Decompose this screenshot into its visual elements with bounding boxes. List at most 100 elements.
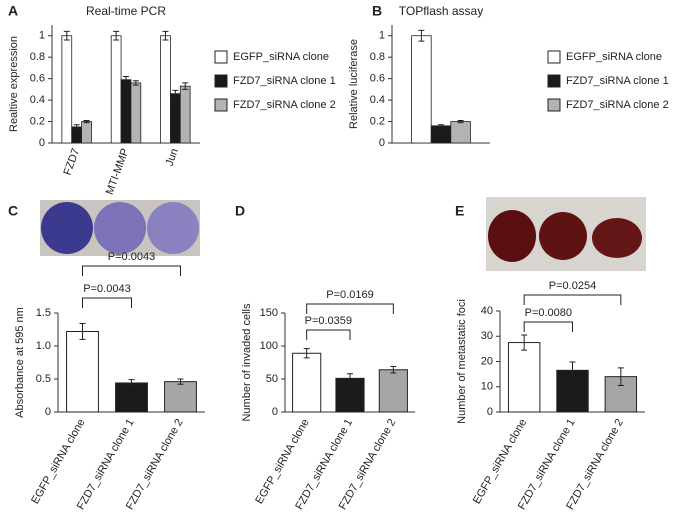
bar <box>179 85 191 144</box>
error-bar <box>182 82 189 90</box>
y-axis-label: Number of invaded cells <box>241 303 253 422</box>
x-tick-label: FZD7_siRNA clone 1 <box>75 417 137 512</box>
significance-bracket <box>523 294 622 305</box>
significance-bracket <box>523 321 573 332</box>
x-tick-label: MTI-MMP <box>104 147 132 196</box>
error-bar <box>438 124 444 128</box>
y-tick-label: 0 <box>379 137 385 149</box>
panel-label: A <box>8 3 18 19</box>
y-axis-label: Absorbance at 595 nm <box>14 307 26 418</box>
error-bar <box>83 119 90 124</box>
y-tick-label: 0.8 <box>30 51 45 63</box>
legend-label: FZD7_siRNA clone 1 <box>566 75 669 87</box>
y-tick-label: 1.0 <box>36 340 51 352</box>
y-tick-label: 40 <box>481 305 493 317</box>
y-tick-label: 0.4 <box>30 94 45 106</box>
y-tick-label: 0 <box>45 406 51 418</box>
y-tick-label: 30 <box>481 330 493 342</box>
x-tick-label: FZD7 <box>62 147 83 177</box>
legend-swatch <box>547 74 561 88</box>
bar <box>292 352 322 413</box>
error-bar <box>172 89 179 98</box>
y-tick-label: 1 <box>39 30 45 42</box>
error-bar <box>113 30 120 41</box>
error-bar <box>162 30 169 41</box>
bar <box>169 93 181 144</box>
y-tick-label: 50 <box>266 373 278 385</box>
legend-swatch <box>214 50 228 64</box>
error-bar <box>617 367 624 386</box>
y-tick-label: 0.2 <box>30 115 45 127</box>
x-tick-label: Jun <box>164 147 181 168</box>
y-tick-label: 20 <box>481 355 493 367</box>
y-tick-label: 0.4 <box>370 94 385 106</box>
bar <box>430 125 452 144</box>
x-tick-label: FZD7_siRNA clone 2 <box>124 417 186 512</box>
panel-label: D <box>235 203 245 219</box>
error-bar <box>132 80 139 86</box>
legend-label: FZD7_siRNA clone 2 <box>566 99 669 111</box>
y-tick-label: 10 <box>481 381 493 393</box>
x-tick-label: EGFP_siRNA clone <box>471 417 529 506</box>
y-tick-label: 1 <box>379 30 385 42</box>
panel-label: C <box>8 203 18 219</box>
p-value: P=0.0359 <box>305 315 352 327</box>
plate-photo <box>40 200 200 256</box>
bar <box>66 330 99 413</box>
y-tick-label: 0.2 <box>370 115 385 127</box>
x-tick-label: FZD7_siRNA clone 2 <box>564 417 626 512</box>
bar <box>507 342 541 413</box>
significance-bracket <box>82 297 132 308</box>
y-tick-label: 100 <box>260 340 278 352</box>
error-bar <box>128 379 135 387</box>
bar <box>160 35 171 144</box>
error-bar <box>390 365 397 374</box>
p-value: P=0.0254 <box>549 280 596 292</box>
error-bar <box>418 29 425 42</box>
error-bar <box>63 30 70 41</box>
y-axis-label: Number of metastatic foci <box>456 299 468 424</box>
error-bar <box>521 334 528 351</box>
significance-bracket <box>306 329 351 340</box>
panel-label: E <box>455 203 464 219</box>
error-bar <box>73 124 80 130</box>
bar <box>120 79 132 144</box>
error-bar <box>177 378 184 385</box>
legend-label: EGFP_siRNA clone <box>566 51 662 63</box>
error-bar <box>347 373 353 384</box>
p-value: P=0.0080 <box>525 307 572 319</box>
bar <box>110 35 122 144</box>
chart-title: Real-time PCR <box>86 4 166 18</box>
legend-label: FZD7_siRNA clone 1 <box>233 75 336 87</box>
significance-bracket <box>82 265 181 276</box>
bar <box>411 35 432 144</box>
legend-label: EGFP_siRNA clone <box>233 51 329 63</box>
p-value: P=0.0169 <box>326 289 373 301</box>
p-value: P=0.0043 <box>83 283 130 295</box>
y-tick-label: 150 <box>260 307 278 319</box>
error-bar <box>569 361 576 380</box>
p-value: P=0.0043 <box>108 251 155 263</box>
y-tick-label: 0.5 <box>36 373 51 385</box>
error-bar <box>303 348 310 359</box>
y-tick-label: 0.6 <box>30 73 45 85</box>
bar <box>130 82 142 144</box>
error-bar <box>79 323 86 340</box>
significance-bracket <box>306 303 394 314</box>
y-tick-label: 0 <box>272 406 278 418</box>
y-axis-label: Relative luciferase <box>348 39 360 129</box>
legend-swatch <box>547 98 561 112</box>
bar <box>450 121 471 144</box>
chart-title: TOPflash assay <box>399 4 483 18</box>
legend-label: FZD7_siRNA clone 2 <box>233 99 336 111</box>
y-tick-label: 0 <box>39 137 45 149</box>
bar <box>61 35 73 144</box>
bar <box>378 369 408 413</box>
y-tick-label: 0.8 <box>370 51 385 63</box>
bar <box>115 382 148 413</box>
panel-label: B <box>372 3 382 19</box>
x-tick-label: EGFP_siRNA clone <box>29 417 87 506</box>
y-tick-label: 0 <box>487 406 493 418</box>
y-tick-label: 0.6 <box>370 73 385 85</box>
